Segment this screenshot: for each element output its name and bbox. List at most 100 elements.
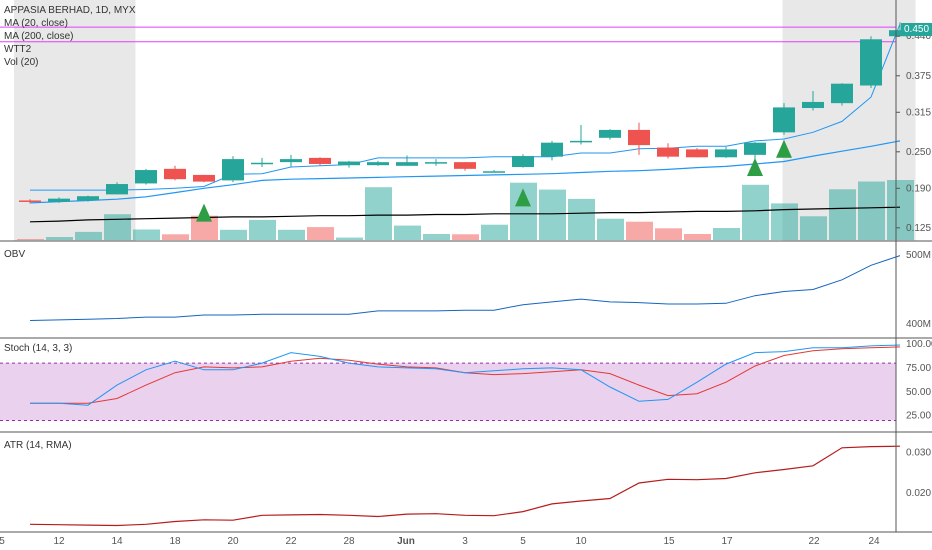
candle-body	[280, 159, 302, 163]
volume-bars	[17, 180, 914, 240]
time-tick-label: 17	[721, 536, 733, 547]
obv-tick-label: 500M	[906, 250, 931, 261]
candle-body	[570, 140, 592, 143]
candle	[773, 103, 795, 135]
candle-body	[657, 147, 679, 157]
candle	[860, 36, 882, 88]
candle-body	[715, 149, 737, 158]
price-tick-label: 0.250	[906, 147, 931, 158]
volume-bar	[46, 237, 73, 240]
candle	[280, 154, 302, 168]
candle-body	[483, 171, 505, 173]
time-tick-label: 18	[169, 536, 181, 547]
volume-bar	[336, 237, 363, 240]
atr-label[interactable]: ATR (14, RMA)	[4, 440, 72, 451]
chart-title: APPASIA BERHAD, 1D, MYX	[4, 5, 136, 16]
legend-ma200[interactable]: MA (200, close)	[4, 31, 74, 42]
volume-bar	[278, 229, 305, 240]
candle-body	[396, 162, 418, 166]
candle	[193, 174, 215, 183]
volume-bar	[104, 214, 131, 240]
time-tick-label: 12	[53, 536, 65, 547]
obv-label[interactable]: OBV	[4, 249, 26, 260]
volume-bar	[452, 234, 479, 240]
volume-bar	[307, 227, 334, 240]
price-tick-label: 0.190	[906, 183, 931, 194]
candle	[570, 125, 592, 145]
candle	[77, 195, 99, 202]
candle-body	[106, 184, 128, 195]
time-tick-label: 24	[868, 536, 880, 547]
candle	[831, 83, 853, 106]
buy-signal-triangle	[776, 139, 792, 158]
candle	[135, 168, 157, 185]
candle-body	[19, 200, 41, 202]
volume-bar	[394, 225, 421, 240]
time-tick-label: 3	[462, 536, 468, 547]
candle	[744, 142, 766, 160]
volume-bar	[220, 229, 247, 240]
volume-bar	[829, 189, 856, 240]
volume-bar	[568, 198, 595, 240]
candle-body	[251, 162, 273, 165]
candle	[251, 157, 273, 168]
volume-bar	[626, 221, 653, 240]
legend-wtt2[interactable]: WTT2	[4, 44, 32, 55]
stoch-tick-label: 25.00	[906, 411, 931, 422]
candle	[802, 90, 824, 111]
volume-bar	[539, 189, 566, 240]
legend-vol[interactable]: Vol (20)	[4, 57, 39, 68]
candle-body	[48, 198, 70, 202]
volume-bar	[162, 234, 189, 240]
candle-body	[135, 170, 157, 184]
buy-signal-triangle	[747, 158, 763, 177]
candle-body	[773, 107, 795, 133]
stoch-tick-label: 75.00	[906, 363, 931, 374]
candle	[338, 160, 360, 168]
stoch-tick-label: 50.00	[906, 387, 931, 398]
stoch-band	[0, 363, 896, 421]
stoch-label[interactable]: Stoch (14, 3, 3)	[4, 343, 73, 354]
atr-tick-label: 0.020	[906, 488, 931, 499]
candles	[19, 22, 911, 204]
candle-body	[425, 162, 447, 164]
candle	[106, 182, 128, 195]
candle	[889, 22, 911, 37]
obv-tick-label: 400M	[906, 319, 931, 330]
time-tick-label: 22	[285, 536, 297, 547]
time-tick-label: Jun	[397, 536, 415, 547]
time-tick-label: 15	[663, 536, 675, 547]
candle-body	[367, 162, 389, 166]
volume-bar	[742, 184, 769, 240]
price-tick-label: 0.440	[906, 31, 931, 42]
candle	[715, 146, 737, 158]
volume-bar	[249, 219, 276, 240]
atr-line	[29, 445, 901, 527]
candle	[164, 165, 186, 181]
candle	[512, 154, 534, 168]
candle-body	[802, 101, 824, 109]
volume-bar	[75, 231, 102, 240]
volume-bar	[713, 228, 740, 240]
volume-bar	[684, 234, 711, 240]
candle-body	[860, 39, 882, 86]
candle-body	[512, 156, 534, 168]
volume-bar	[481, 224, 508, 240]
candle	[396, 155, 418, 166]
candle-body	[889, 30, 911, 37]
stoch-tick-label: 100.00	[906, 339, 932, 350]
wtt2-line	[29, 206, 901, 223]
obv-line	[29, 255, 901, 321]
time-tick-label: 10	[575, 536, 587, 547]
time-tick-label: 5	[0, 536, 5, 547]
candle-body	[744, 142, 766, 155]
candle	[222, 156, 244, 183]
candle	[628, 122, 650, 155]
volume-bar	[887, 180, 914, 240]
current-price-tag: 0.450	[901, 23, 932, 36]
candle-body	[541, 142, 563, 157]
legend-ma20[interactable]: MA (20, close)	[4, 18, 68, 29]
signal-markers	[196, 139, 792, 222]
